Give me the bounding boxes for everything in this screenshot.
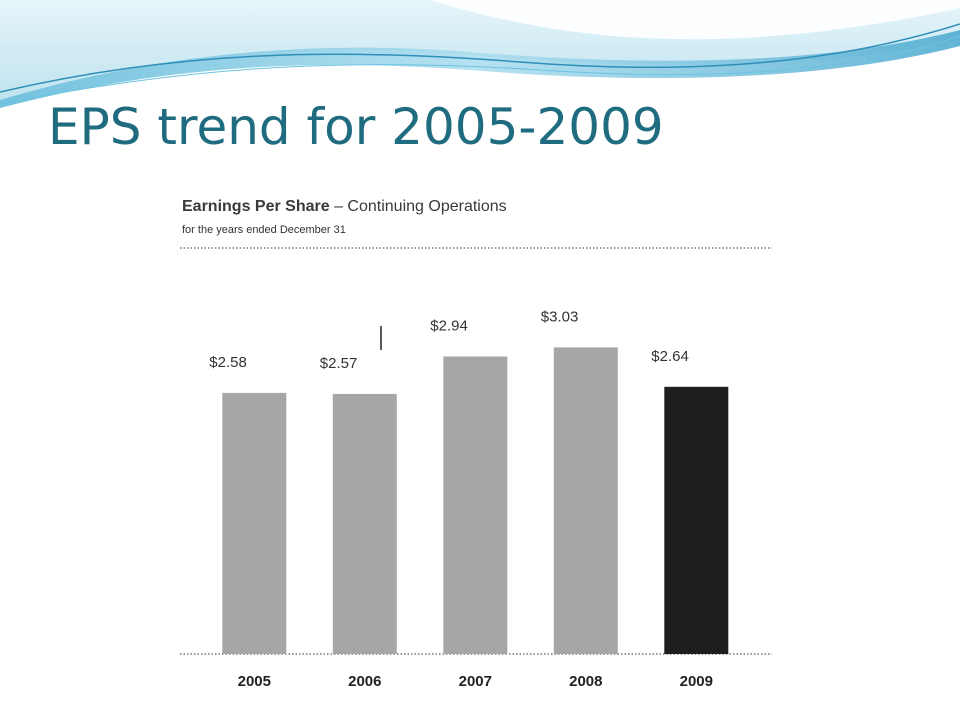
chart-title-rest: Continuing Operations xyxy=(347,198,507,215)
x-tick-label-2005: 2005 xyxy=(238,673,271,690)
bar-2009 xyxy=(664,386,729,654)
value-label-2006: $2.57 xyxy=(320,355,358,372)
x-tick-label-2008: 2008 xyxy=(569,673,602,690)
value-label-2007: $2.94 xyxy=(430,318,468,335)
chart-subtitle: for the years ended December 31 xyxy=(182,224,346,236)
bar-2006 xyxy=(332,393,397,654)
bars-layer: $2.58 2005 $2.57 2006 $2.94 2007 $3.03 2008 $2.6… xyxy=(209,308,729,690)
value-label-2008: $3.03 xyxy=(541,308,579,325)
bar-2007 xyxy=(443,356,508,654)
x-tick-label-2009: 2009 xyxy=(680,673,713,690)
eps-bar-chart: Earnings Per Share – Continuing Operatio… xyxy=(172,190,786,710)
header-swoosh-decoration xyxy=(0,0,960,108)
value-label-2009: $2.64 xyxy=(651,348,689,365)
chart-title-separator: – xyxy=(329,198,348,215)
slide-title: EPS trend for 2005-2009 xyxy=(48,98,664,156)
value-label-2005: $2.58 xyxy=(209,354,247,371)
chart-title-bold: Earnings Per Share xyxy=(182,198,330,215)
chart-title: Earnings Per Share – Continuing Operatio… xyxy=(182,198,507,216)
bar-2008 xyxy=(553,347,618,654)
x-tick-label-2007: 2007 xyxy=(459,673,492,690)
x-tick-label-2006: 2006 xyxy=(348,673,381,690)
bar-2005 xyxy=(222,392,287,654)
chart-plot-area: $2.58 2005 $2.57 2006 $2.94 2007 $3.03 2008 $2.6… xyxy=(180,247,772,690)
